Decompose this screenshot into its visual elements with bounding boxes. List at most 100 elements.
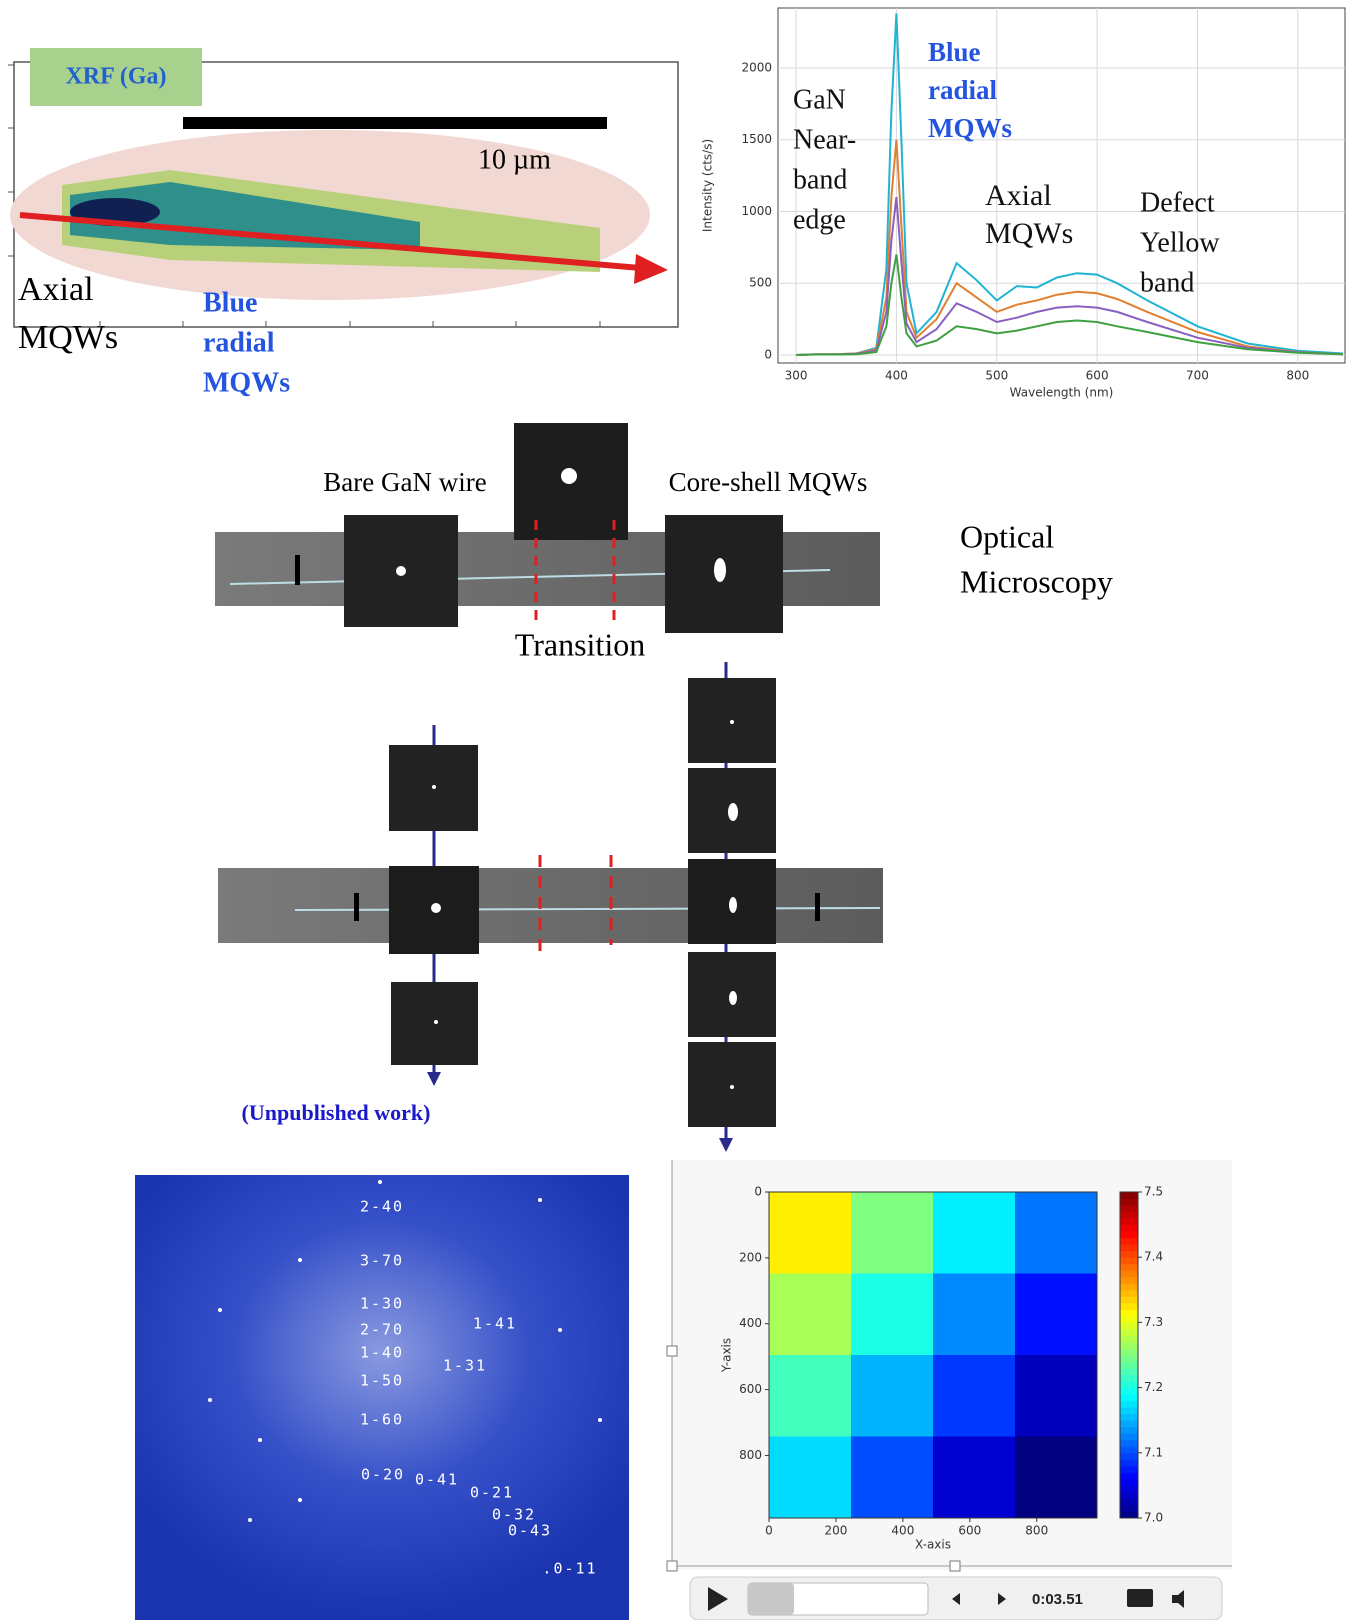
scale-bar (183, 117, 607, 129)
colorbar-step (1120, 1511, 1138, 1518)
colorbar-step (1120, 1329, 1138, 1336)
section-label: Optical (960, 518, 1054, 554)
transition-label: Transition (515, 626, 645, 662)
emission-spot (714, 558, 726, 582)
colorbar-step (1120, 1375, 1138, 1382)
resize-handle[interactable] (950, 1561, 960, 1571)
spot-label: 1-41 (473, 1315, 517, 1333)
colorbar-step (1120, 1283, 1138, 1290)
spot-label: .0-11 (542, 1560, 597, 1578)
colorbar-tick-label: 7.2 (1144, 1380, 1163, 1394)
wire-image (218, 868, 883, 943)
scan-arrowhead (719, 1138, 733, 1152)
x-tick-label: 800 (1286, 369, 1309, 383)
axial-label: MQWs (18, 319, 118, 356)
diffraction-spot (538, 1198, 542, 1202)
colorbar-step (1120, 1492, 1138, 1499)
colorbar-step (1120, 1440, 1138, 1447)
x-tick-label: 600 (958, 1524, 981, 1538)
inset (391, 982, 478, 1065)
spot-label: 0-41 (415, 1471, 459, 1489)
x-axis-label: Wavelength (nm) (1010, 386, 1114, 400)
heatmap-cell (769, 1355, 852, 1437)
time: 0:03.51 (1032, 1591, 1083, 1608)
emission-spot (729, 991, 737, 1005)
resize-handle[interactable] (667, 1346, 677, 1356)
annotation: Axial (985, 179, 1052, 212)
colorbar-step (1120, 1407, 1138, 1414)
heatmap-cell (1015, 1274, 1098, 1356)
colorbar-step (1120, 1277, 1138, 1284)
y-tick-label: 0 (764, 347, 772, 361)
heatmap-cell (769, 1437, 852, 1519)
colorbar-step (1120, 1303, 1138, 1310)
colorbar-step (1120, 1427, 1138, 1434)
colorbar-step (1120, 1381, 1138, 1388)
x-tick-label: 0 (765, 1524, 773, 1538)
y-tick-label: 1500 (741, 132, 772, 146)
wire-marker (815, 893, 820, 921)
y-tick-label: 0 (754, 1185, 762, 1199)
heatmap-cell (851, 1192, 934, 1274)
colorbar-step (1120, 1199, 1138, 1206)
colorbar-step (1120, 1316, 1138, 1323)
colorbar-step (1120, 1225, 1138, 1232)
heatmap-cell (933, 1437, 1016, 1519)
colorbar-step (1120, 1485, 1138, 1492)
colorbar-step (1120, 1433, 1138, 1440)
annotation: band (1140, 267, 1194, 298)
colorbar-tick-label: 7.5 (1144, 1185, 1163, 1199)
colorbar-step (1120, 1472, 1138, 1479)
colorbar-step (1120, 1244, 1138, 1251)
y-tick-label: 1000 (741, 204, 772, 218)
spot-label: 1-60 (360, 1411, 404, 1429)
captions-button[interactable] (1127, 1589, 1153, 1607)
colorbar-step (1120, 1505, 1138, 1512)
note: (Unpublished work) (242, 1100, 431, 1125)
heatmap-cell (769, 1274, 852, 1356)
colorbar-tick-label: 7.3 (1144, 1315, 1163, 1329)
colorbar-step (1120, 1446, 1138, 1453)
annotation: MQWs (928, 113, 1012, 143)
colorbar-step (1120, 1348, 1138, 1355)
spot-label: 1-50 (360, 1372, 404, 1390)
diffraction-spot (248, 1518, 252, 1522)
spot-label: 0-43 (508, 1522, 552, 1540)
colorbar-step (1120, 1420, 1138, 1427)
figure: XRF (Ga) 10 µm AxialMQWsBlueradialMQWs 0… (0, 0, 1350, 1620)
colorbar-step (1120, 1394, 1138, 1401)
annotation: GaN (793, 84, 846, 115)
x-tick-label: 300 (785, 369, 808, 383)
axial-label: Axial (18, 271, 94, 308)
spot-label: 0-20 (361, 1466, 405, 1484)
emission-spot (431, 903, 441, 913)
emission-spot (730, 1085, 734, 1089)
bare-label: Bare GaN wire (323, 467, 486, 497)
colorbar-step (1120, 1388, 1138, 1395)
spot-label: 0-21 (470, 1484, 514, 1502)
radial-label: MQWs (203, 367, 290, 398)
diffraction-spot (208, 1398, 212, 1402)
colorbar-step (1120, 1414, 1138, 1421)
emission-spot (396, 566, 406, 576)
diffraction-image (135, 1175, 629, 1620)
colorbar-step (1120, 1270, 1138, 1277)
y-axis-label: Intensity (cts/s) (701, 139, 715, 232)
colorbar-tick-label: 7.4 (1144, 1250, 1163, 1264)
colorbar-step (1120, 1212, 1138, 1219)
y-axis-label: Y-axis (720, 1338, 734, 1373)
colorbar-step (1120, 1335, 1138, 1342)
diffraction-spot (598, 1418, 602, 1422)
spot-label: 1-40 (360, 1344, 404, 1362)
wire-marker (295, 555, 300, 585)
x-tick-label: 800 (1025, 1524, 1048, 1538)
x-tick-label: 200 (824, 1524, 847, 1538)
colorbar-step (1120, 1459, 1138, 1466)
annotation: Near- (793, 124, 856, 155)
spot-label: 1-30 (360, 1295, 404, 1313)
resize-handle[interactable] (667, 1561, 677, 1571)
section-label: Microscopy (960, 563, 1113, 599)
optical-panel: Bare GaN wire Core-shell MQWs Optical Mi… (215, 423, 1113, 1152)
colorbar-step (1120, 1192, 1138, 1199)
